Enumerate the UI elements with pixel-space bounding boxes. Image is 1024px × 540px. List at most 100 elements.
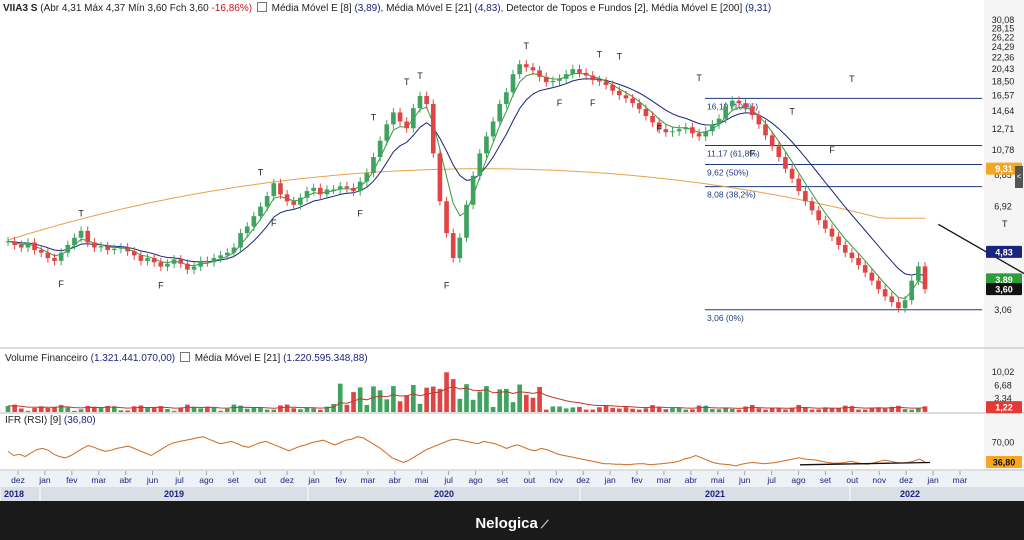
candle-body xyxy=(251,216,257,227)
volume-bar xyxy=(185,404,190,412)
price-tag-label: 4,83 xyxy=(995,247,1013,257)
candle-body xyxy=(836,236,841,245)
year-label: 2022 xyxy=(900,489,920,499)
volume-bar xyxy=(85,405,91,412)
volume-bar xyxy=(78,409,84,412)
candle-body xyxy=(311,187,316,192)
candle-body xyxy=(670,131,675,133)
candle-body xyxy=(590,75,596,81)
price-tick-label: 24,29 xyxy=(992,42,1015,52)
volume-bar xyxy=(417,403,423,412)
footer-bar: Nelogica ⟋ xyxy=(0,501,1024,540)
volume-bar xyxy=(749,404,755,412)
volume-bar xyxy=(32,408,37,412)
candle-body xyxy=(796,178,802,192)
volume-bar xyxy=(650,405,655,412)
volume-bar xyxy=(105,405,110,412)
ohlc-label: (Abr 4,31 Máx 4,37 Mín 3,60 Fch 3,60 xyxy=(40,3,209,14)
volume-bar xyxy=(557,406,562,412)
month-label: fev xyxy=(66,475,78,485)
volume-bar xyxy=(424,387,429,412)
volume-bar xyxy=(337,383,343,412)
rsi-value: (36,80) xyxy=(63,415,96,426)
month-label: out xyxy=(523,475,535,485)
candle-body xyxy=(85,230,91,243)
volume-bar xyxy=(364,404,370,412)
volume-bar xyxy=(656,406,662,412)
volume-bar xyxy=(251,407,257,412)
candle-body xyxy=(364,172,370,182)
price-tick-label: 10,78 xyxy=(992,145,1015,155)
candle-body xyxy=(5,241,11,243)
volume-bar xyxy=(670,408,675,412)
price-tag xyxy=(986,273,1022,286)
candle-body xyxy=(464,204,469,238)
volume-bar xyxy=(138,405,144,412)
volume-bar xyxy=(504,388,509,412)
candle-body xyxy=(676,129,682,132)
volume-bar xyxy=(52,407,57,412)
candle-body xyxy=(530,67,536,71)
candle-body xyxy=(623,95,629,99)
month-label: dez xyxy=(280,475,294,485)
volume-bar xyxy=(58,404,64,412)
candle-body xyxy=(723,106,728,119)
volume-bar xyxy=(683,409,689,412)
candle-body xyxy=(337,186,343,190)
candle-body xyxy=(504,92,509,104)
candle-body xyxy=(291,201,297,205)
candle-body xyxy=(131,251,137,256)
volume-bar xyxy=(437,388,443,412)
month-label: out xyxy=(254,475,266,485)
candle-body xyxy=(371,157,376,173)
volume-bar xyxy=(244,408,250,412)
year-label: 2020 xyxy=(434,489,454,499)
volume-bar xyxy=(636,409,642,412)
volume-bar xyxy=(45,407,51,412)
volume-bar xyxy=(597,407,602,412)
volume-bar xyxy=(218,410,223,412)
candle-body xyxy=(603,81,609,85)
rsi-label: IFR (RSI) [9] xyxy=(5,415,62,426)
candle-body xyxy=(357,181,363,192)
candle-body xyxy=(258,206,263,217)
study-icon[interactable] xyxy=(256,2,267,12)
volume-bar xyxy=(643,408,649,412)
month-label: jan xyxy=(603,475,616,485)
candle-body xyxy=(404,121,410,129)
month-label: mai xyxy=(711,475,725,485)
month-label: jul xyxy=(766,475,776,485)
price-tag-label: 3,89 xyxy=(995,275,1013,285)
top-marker-label: T xyxy=(78,208,84,218)
month-label: fev xyxy=(335,475,347,485)
top-marker-label: T xyxy=(597,50,603,60)
candle-body xyxy=(636,103,642,109)
month-label: ago xyxy=(791,475,805,485)
volume-bar xyxy=(404,395,410,412)
collapse-arrow-icon[interactable]: < xyxy=(1015,166,1023,188)
candle-body xyxy=(563,74,569,79)
bottom-marker-label: F xyxy=(357,209,363,219)
candle-body xyxy=(902,300,908,309)
volume-bar xyxy=(291,408,297,412)
candle-body xyxy=(224,252,230,256)
candle-body xyxy=(72,237,77,245)
volume-bar xyxy=(92,406,97,412)
volume-bar xyxy=(816,409,822,412)
volume-bar xyxy=(205,406,210,412)
volume-tick-label: 10,02 xyxy=(992,367,1015,377)
bottom-marker-label: F xyxy=(749,148,755,158)
volume-study-icon[interactable] xyxy=(179,352,190,362)
candle-body xyxy=(377,140,383,158)
volume-bar xyxy=(317,409,323,412)
price-tick-label: 30,08 xyxy=(992,15,1015,25)
candle-body xyxy=(165,263,170,267)
bottom-marker-label: F xyxy=(656,123,662,133)
volume-bar xyxy=(723,407,728,412)
candle-body xyxy=(178,259,184,264)
volume-bar xyxy=(198,408,204,412)
volume-bar xyxy=(676,407,682,412)
volume-bar xyxy=(118,410,124,412)
volume-bar xyxy=(464,384,469,412)
